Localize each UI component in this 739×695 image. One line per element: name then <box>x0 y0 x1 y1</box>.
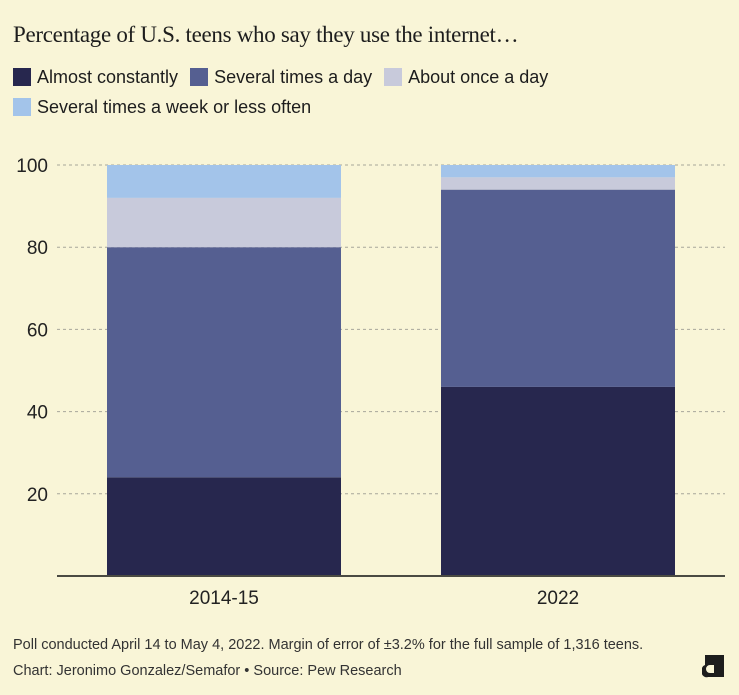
bar-segment <box>441 177 675 190</box>
bar-segment <box>107 165 341 198</box>
legend-label: About once a day <box>408 66 549 87</box>
bar-segment <box>441 165 675 178</box>
bar-segment <box>107 247 341 478</box>
chart-title: Percentage of U.S. teens who say they us… <box>13 22 519 47</box>
legend-swatch <box>13 68 31 86</box>
legend-label: Several times a day <box>214 66 373 87</box>
x-tick-label: 2014-15 <box>189 588 259 609</box>
legend: Almost constantly Several times a day Ab… <box>13 66 733 118</box>
legend-item-almost-constantly: Almost constantly <box>13 66 178 88</box>
y-tick-label: 20 <box>27 485 48 506</box>
legend-item-about-once-a-day: About once a day <box>384 66 548 88</box>
legend-swatch <box>190 68 209 86</box>
bar-segment <box>441 386 675 576</box>
legend-label: Almost constantly <box>37 66 179 87</box>
footer-note: Poll conducted April 14 to May 4, 2022. … <box>13 637 644 653</box>
y-tick-label: 40 <box>27 403 48 424</box>
y-tick-label: 80 <box>27 238 48 259</box>
footer-credit: Chart: Jeronimo Gonzalez/Semafor • Sourc… <box>13 663 402 679</box>
legend-label: Several times a week or less often <box>37 96 312 117</box>
y-tick-label: 60 <box>27 320 48 341</box>
legend-item-several-times-a-week: Several times a week or less often <box>13 96 311 118</box>
bar-segment <box>441 189 675 387</box>
bar-segment <box>107 197 341 248</box>
legend-item-several-times-a-day: Several times a day <box>190 66 372 88</box>
x-tick-label: 2022 <box>537 588 579 609</box>
legend-swatch <box>384 68 403 86</box>
semafor-logo-icon <box>702 655 724 678</box>
bar-segment <box>107 477 341 576</box>
chart-plot: 20 40 60 80 100 2014-15 2022 <box>16 156 725 609</box>
legend-swatch <box>13 98 31 116</box>
y-tick-label: 100 <box>16 156 48 177</box>
